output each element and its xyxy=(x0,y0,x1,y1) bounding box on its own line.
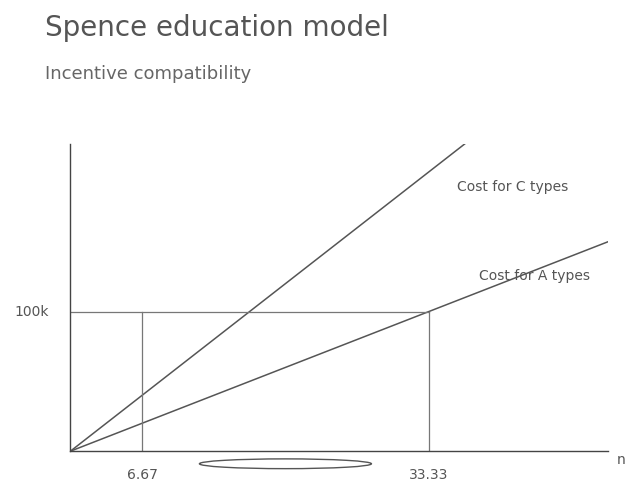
Text: Spence education model: Spence education model xyxy=(45,14,388,42)
Text: n: n xyxy=(616,453,625,467)
Text: 6.67: 6.67 xyxy=(127,468,157,480)
Text: 30: 30 xyxy=(8,111,22,120)
Text: 100k: 100k xyxy=(14,305,49,319)
Text: Cost for C types: Cost for C types xyxy=(458,180,569,194)
Text: Cost for A types: Cost for A types xyxy=(479,269,590,283)
Text: Incentive compatibility: Incentive compatibility xyxy=(45,65,251,83)
Text: 33.33: 33.33 xyxy=(409,468,449,480)
